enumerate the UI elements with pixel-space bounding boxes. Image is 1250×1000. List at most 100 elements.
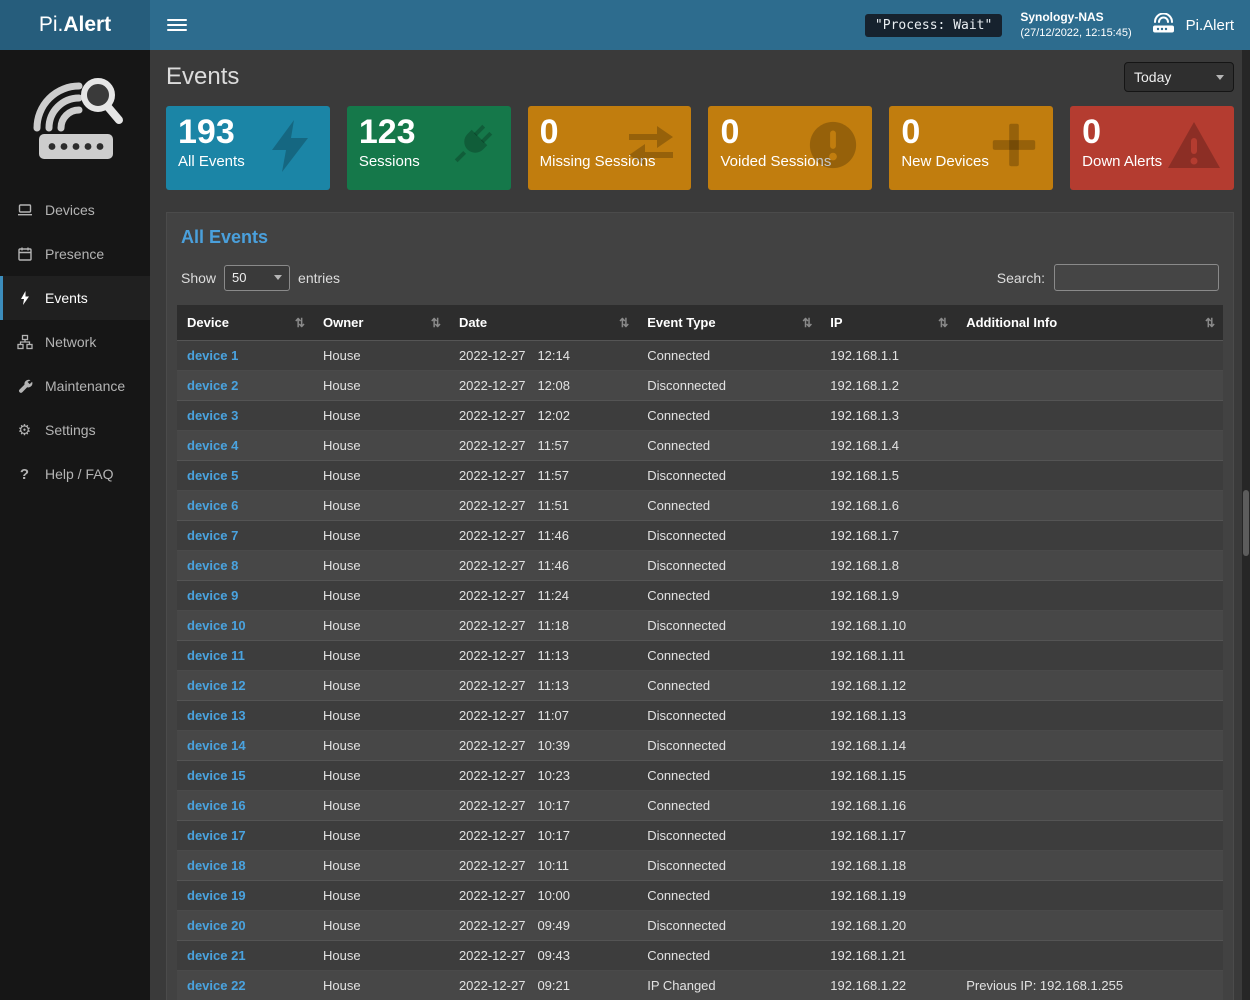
device-link[interactable]: device 6 [187,498,239,513]
table-row: device 13 House 2022-12-27 11:07 Disconne… [177,700,1223,731]
sidebar-nav: Devices Presence Events Network [0,188,150,496]
device-link[interactable]: device 17 [187,828,246,843]
column-header-ip[interactable]: IP ⇅ [820,305,957,341]
time-text: 11:13 [537,648,570,663]
table-row: device 22 House 2022-12-27 09:21 IP Chang… [177,970,1223,1000]
table-row: device 15 House 2022-12-27 10:23 Connecte… [177,760,1223,791]
table-row: device 18 House 2022-12-27 10:11 Disconne… [177,850,1223,881]
owner-cell: House [312,790,449,821]
device-link[interactable]: device 9 [187,588,239,603]
date-text: 2022-12-27 [458,348,526,363]
device-link[interactable]: device 11 [187,648,245,663]
table-row: device 8 House 2022-12-27 11:46 Disconnec… [177,550,1223,581]
info-cell [956,850,1223,881]
chevron-down-icon [274,275,283,280]
brand-logo[interactable]: Pi. Alert [0,0,150,50]
search-input[interactable] [1054,264,1219,291]
time-text: 11:07 [537,708,570,723]
sort-icon: ⇅ [1204,315,1215,330]
device-link[interactable]: device 12 [187,678,246,693]
entries-label: entries [298,269,341,286]
sidebar-item-label: Events [45,290,88,306]
time-text: 11:57 [537,468,570,483]
sidebar-item-events[interactable]: Events [0,276,150,320]
column-header-event-type[interactable]: Event Type ⇅ [637,305,821,341]
card-missing-sessions: 0 Missing Sessions [527,106,692,190]
device-link[interactable]: device 18 [187,858,246,873]
column-header-device[interactable]: Device ⇅ [177,305,313,341]
table-row: device 7 House 2022-12-27 11:46 Disconnec… [177,520,1223,551]
date-cell: 2022-12-27 11:57 [448,460,638,491]
info-cell [956,910,1223,941]
device-link[interactable]: device 5 [187,468,239,483]
info-cell [956,340,1223,371]
device-link[interactable]: device 14 [187,738,246,753]
date-text: 2022-12-27 [458,378,526,393]
sidebar-item-network[interactable]: Network [0,320,150,364]
sidebar-item-maintenance[interactable]: Maintenance [0,364,150,408]
ip-cell: 192.168.1.3 [820,400,957,431]
owner-cell: House [312,700,449,731]
owner-cell: House [312,970,449,1000]
time-text: 10:11 [537,858,570,873]
search-control: Search: [997,264,1219,291]
device-link[interactable]: device 10 [187,618,246,633]
pialert-logo [0,50,150,188]
column-header-date[interactable]: Date ⇅ [448,305,638,341]
sidebar-item-label: Help / FAQ [45,466,114,482]
device-link[interactable]: device 19 [187,888,246,903]
event-type-cell: Disconnected [637,610,821,641]
device-link[interactable]: device 3 [187,408,239,423]
ip-cell: 192.168.1.8 [820,550,957,581]
ip-cell: 192.168.1.19 [820,880,957,911]
date-text: 2022-12-27 [458,768,526,783]
sidebar-item-presence[interactable]: Presence [0,232,150,276]
event-type-cell: Connected [637,400,821,431]
sidebar-item-help[interactable]: ? Help / FAQ [0,452,150,496]
device-link[interactable]: device 8 [187,558,239,573]
date-text: 2022-12-27 [458,408,526,423]
sidebar-item-settings[interactable]: ⚙ Settings [0,408,150,452]
owner-cell: House [312,850,449,881]
info-cell [956,880,1223,911]
device-link[interactable]: device 21 [187,948,246,963]
page-length-select[interactable]: 50 [224,264,291,291]
event-type-cell: Disconnected [637,700,821,731]
ip-cell: 192.168.1.13 [820,700,957,731]
hamburger-icon [167,19,187,21]
event-type-cell: Connected [637,790,821,821]
scrollbar-thumb[interactable] [1243,490,1249,556]
router-icon [1150,12,1177,38]
device-link[interactable]: device 4 [187,438,239,453]
owner-cell: House [312,670,449,701]
date-cell: 2022-12-27 10:39 [448,730,638,761]
column-header-owner[interactable]: Owner ⇅ [312,305,449,341]
plug-icon [443,118,499,179]
date-cell: 2022-12-27 10:00 [448,880,638,911]
period-select[interactable]: Today [1124,62,1234,92]
ip-cell: 192.168.1.5 [820,460,957,491]
sidebar-item-label: Maintenance [45,378,126,394]
date-cell: 2022-12-27 11:57 [448,430,638,461]
scrollbar-track [1242,50,1250,1000]
date-text: 2022-12-27 [458,738,526,753]
device-link[interactable]: device 20 [187,918,246,933]
device-link[interactable]: device 7 [187,528,239,543]
account-menu[interactable]: Pi.Alert [1150,12,1234,38]
device-link[interactable]: device 16 [187,798,246,813]
menu-toggle-button[interactable] [160,0,194,50]
device-link[interactable]: device 13 [187,708,246,723]
event-type-cell: Connected [637,340,821,371]
ip-cell: 192.168.1.21 [820,940,957,971]
owner-cell: House [312,370,449,401]
device-link[interactable]: device 15 [187,768,246,783]
show-label: Show [181,269,217,286]
date-cell: 2022-12-27 12:14 [448,340,638,371]
date-cell: 2022-12-27 11:13 [448,670,638,701]
column-header-additional-info[interactable]: Additional Info ⇅ [956,305,1223,341]
device-link[interactable]: device 1 [187,348,239,363]
sidebar-item-devices[interactable]: Devices [0,188,150,232]
device-link[interactable]: device 2 [187,378,239,393]
device-link[interactable]: device 22 [187,978,246,993]
time-text: 12:14 [537,348,570,363]
